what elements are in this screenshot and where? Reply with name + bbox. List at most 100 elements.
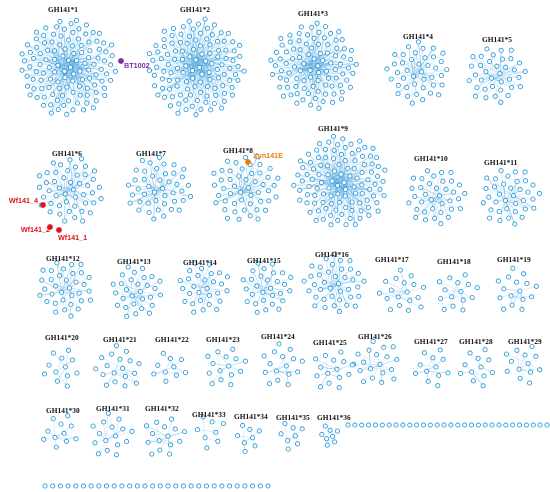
protein-node — [79, 77, 85, 83]
protein-node — [450, 303, 456, 309]
singleton-node — [462, 422, 468, 428]
protein-node — [131, 301, 137, 307]
protein-node — [193, 57, 199, 63]
edge — [65, 193, 75, 218]
edge — [491, 78, 510, 80]
protein-node — [395, 82, 401, 88]
protein-node — [265, 188, 271, 194]
protein-node — [200, 307, 206, 313]
singleton-node — [257, 483, 263, 489]
cluster-10 — [406, 168, 468, 227]
protein-node — [367, 186, 373, 192]
protein-node — [508, 358, 514, 364]
edge — [276, 349, 291, 372]
protein-node — [87, 210, 93, 216]
protein-node — [355, 351, 361, 357]
protein-node — [41, 436, 47, 442]
cluster-9 — [291, 133, 388, 228]
protein-node — [536, 190, 543, 197]
protein-node — [266, 381, 272, 387]
protein-node — [136, 361, 142, 367]
singleton-node — [173, 483, 179, 489]
edge — [330, 253, 335, 289]
protein-node — [309, 263, 315, 269]
protein-node — [320, 199, 326, 205]
protein-node — [361, 278, 367, 284]
edge — [65, 166, 86, 195]
edge — [379, 293, 399, 298]
protein-node — [379, 379, 385, 385]
edge — [270, 288, 283, 302]
edge — [513, 171, 526, 196]
edge — [248, 187, 266, 211]
edge — [297, 72, 319, 94]
edge — [206, 288, 221, 302]
edge — [197, 275, 208, 289]
protein-node — [129, 428, 135, 434]
protein-node — [472, 72, 478, 78]
protein-node — [434, 185, 440, 191]
protein-node — [61, 175, 67, 181]
protein-node — [358, 208, 364, 214]
protein-node — [290, 425, 296, 431]
protein-node — [347, 215, 353, 222]
edge — [508, 276, 521, 292]
protein-node — [101, 85, 107, 91]
protein-node — [501, 286, 507, 292]
edge — [240, 185, 275, 193]
edge — [138, 192, 155, 211]
protein-node — [438, 59, 444, 65]
edge — [68, 52, 82, 61]
protein-node — [406, 200, 412, 206]
edge — [313, 58, 351, 88]
protein-node — [162, 369, 168, 375]
protein-node — [56, 185, 62, 191]
protein-node — [149, 302, 155, 308]
edge — [69, 287, 90, 292]
edge — [280, 70, 311, 79]
protein-node — [258, 273, 264, 279]
edge — [451, 274, 466, 297]
protein-node — [205, 83, 211, 90]
protein-node — [183, 63, 189, 69]
edge — [69, 287, 82, 301]
protein-node — [154, 419, 160, 425]
protein-node — [480, 200, 486, 206]
edge — [499, 62, 520, 74]
edge — [47, 50, 71, 68]
protein-node — [364, 197, 370, 203]
edge — [172, 70, 193, 97]
singleton-node — [73, 483, 79, 489]
protein-node — [222, 207, 228, 213]
protein-node — [322, 146, 328, 152]
protein-node — [425, 63, 431, 69]
protein-node — [98, 196, 104, 202]
protein-node — [189, 103, 195, 109]
protein-node — [166, 77, 172, 84]
edge — [434, 195, 440, 219]
protein-node — [58, 33, 64, 39]
protein-node — [442, 287, 448, 293]
protein-node — [521, 271, 527, 277]
highlight-label: Wf141_4 — [9, 196, 38, 205]
edge — [337, 144, 342, 175]
protein-node — [291, 46, 297, 52]
edge — [421, 71, 439, 96]
protein-node — [328, 193, 334, 199]
protein-node — [171, 364, 177, 370]
protein-node — [489, 370, 495, 376]
edge — [125, 291, 141, 308]
edge — [320, 367, 338, 370]
protein-node — [45, 428, 51, 434]
cluster-5 — [466, 46, 528, 105]
protein-node — [531, 205, 537, 211]
cluster-label: GH141*24 — [261, 332, 295, 341]
edge — [199, 67, 238, 81]
protein-node — [362, 144, 368, 150]
edge — [298, 40, 304, 64]
protein-node — [412, 81, 418, 87]
protein-node — [170, 190, 176, 196]
protein-node — [69, 43, 75, 49]
protein-node — [352, 303, 358, 309]
edge — [321, 174, 342, 183]
